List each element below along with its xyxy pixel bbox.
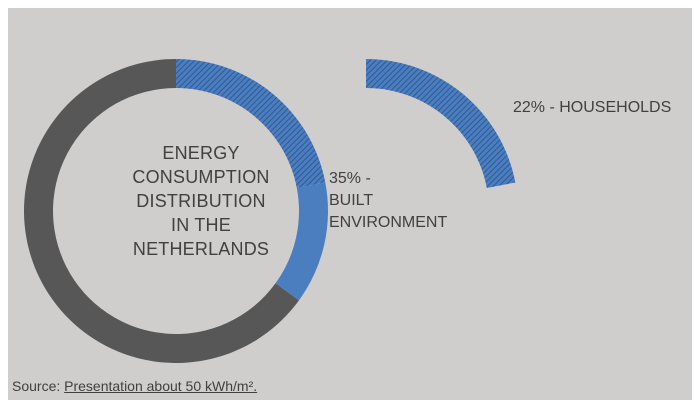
source-link[interactable]: Presentation about 50 kWh/m². [64, 378, 258, 394]
slice-households-exploded [366, 59, 516, 188]
chart-title: ENERGY CONSUMPTION DISTRIBUTION IN THE N… [132, 143, 270, 259]
slice-households-in-donut [176, 59, 326, 188]
source-prefix: Source: [12, 378, 65, 394]
slice-label-built-environment: 35% - BUILT ENVIRONMENT [329, 170, 448, 231]
slice-built-environment-other [275, 182, 328, 301]
source-note: Source: Presentation about 50 kWh/m². [12, 377, 257, 395]
slice-label-households: 22% - HOUSEHOLDS [513, 99, 672, 116]
